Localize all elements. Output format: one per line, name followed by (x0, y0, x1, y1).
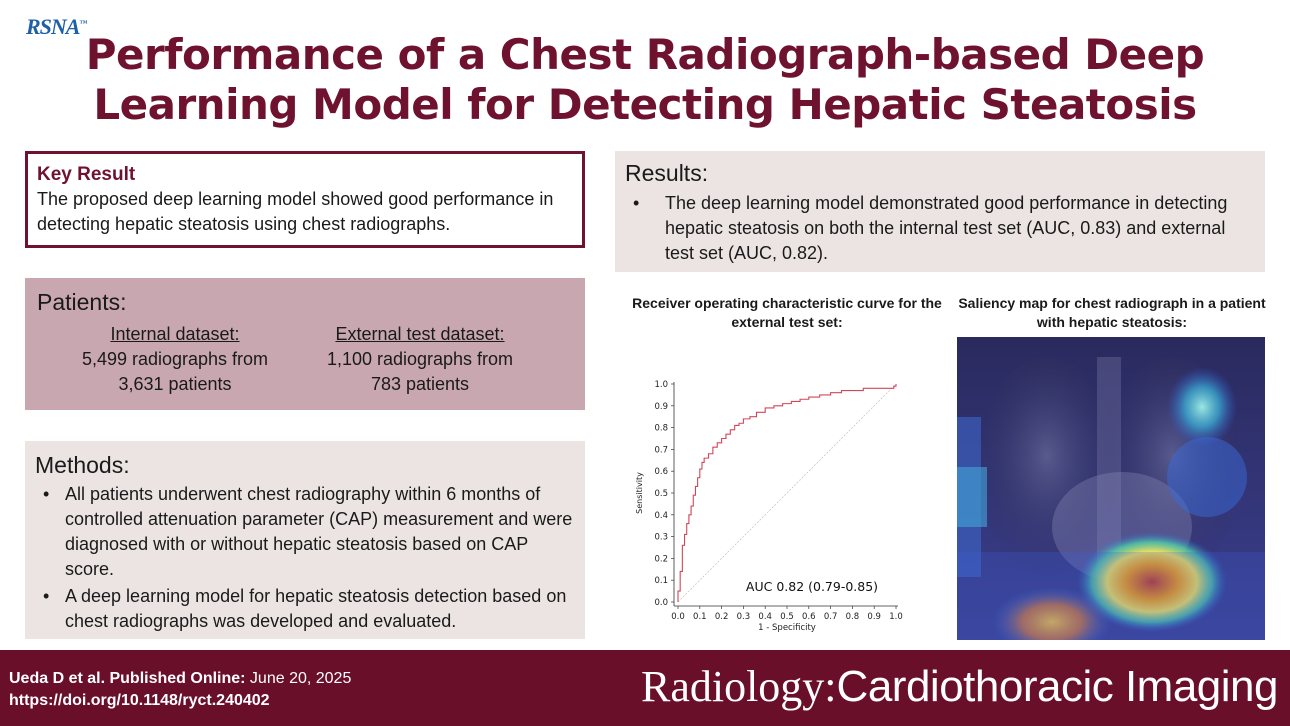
x-tick-label: 0.9 (867, 612, 881, 622)
patients-panel: Patients: Internal dataset: 5,499 radiog… (25, 278, 585, 410)
citation-date: June 20, 2025 (245, 670, 352, 687)
external-dataset-radiographs: 1,100 radiographs from (326, 349, 514, 369)
x-tick-label: 0.8 (846, 612, 860, 622)
auc-annotation: AUC 0.82 (0.79-0.85) (746, 579, 878, 594)
results-item: The deep learning model demonstrated goo… (625, 191, 1255, 266)
y-tick-label: 0.8 (654, 424, 668, 434)
x-axis-label: 1 - Specificity (758, 623, 816, 633)
citation: Ueda D et al. Published Online: June 20,… (9, 669, 351, 689)
external-dataset-label: External test dataset: (335, 324, 505, 344)
y-tick-label: 0.2 (654, 554, 668, 564)
rsna-logo-text: RSNA (26, 14, 80, 39)
methods-heading: Methods: (35, 452, 130, 478)
footer: Ueda D et al. Published Online: June 20,… (0, 650, 1290, 726)
roc-chart: 0.0 0.1 0.2 0.3 0.4 0.5 0.6 0.7 0.8 0.9 1.0 0.0 0.1 0… (635, 380, 903, 633)
citation-author: Ueda D et al. Published Online: (9, 670, 246, 687)
x-tick-label: 0.3 (737, 612, 751, 622)
roc-curve-line (677, 384, 897, 602)
x-tick-label: 0.1 (693, 612, 707, 622)
y-tick-label: 0.6 (654, 467, 668, 477)
x-tick-label: 0.2 (715, 612, 729, 622)
y-tick-label: 0.9 (654, 402, 668, 412)
x-tick-label: 0.6 (802, 612, 816, 622)
roc-caption: Receiver operating characteristic curve … (632, 295, 942, 330)
journal-brand: Radiology:Cardiothoracic Imaging (640, 658, 1279, 716)
internal-dataset-radiographs: 5,499 radiographs from (81, 349, 269, 369)
y-tick-label: 0.5 (654, 489, 668, 499)
internal-dataset-label: Internal dataset: (110, 324, 240, 344)
x-tick-label: 0.4 (758, 612, 772, 622)
key-result-heading: Key Result (37, 164, 136, 185)
x-tick-label: 1.0 (889, 612, 903, 622)
x-tick-label: 0.0 (671, 612, 685, 622)
y-tick-label: 0.1 (654, 576, 668, 586)
methods-list: All patients underwent chest radiography… (35, 482, 575, 634)
y-tick-label: 0.0 (654, 598, 668, 608)
internal-dataset-patients: 3,631 patients (118, 374, 232, 394)
key-result-text: The proposed deep learning model showed … (37, 189, 554, 234)
results-list: The deep learning model demonstrated goo… (625, 191, 1255, 266)
internal-dataset: Internal dataset: 5,499 radiographs from… (55, 322, 295, 397)
x-tick-label: 0.7 (824, 612, 838, 622)
methods-item: A deep learning model for hepatic steato… (35, 584, 575, 634)
x-tick-label: 0.5 (780, 612, 794, 622)
journal-brand-radiology: Radiology: (640, 662, 837, 711)
patients-heading: Patients: (37, 289, 127, 315)
results-panel: Results: The deep learning model demonst… (615, 151, 1265, 272)
y-tick-label: 0.3 (654, 533, 668, 543)
results-heading: Results: (625, 160, 709, 186)
y-tick-label: 0.7 (654, 445, 668, 455)
chance-diagonal-line (677, 383, 897, 603)
methods-panel: Methods: All patients underwent chest ra… (25, 441, 585, 639)
external-dataset-patients: 783 patients (370, 374, 470, 394)
saliency-caption: Saliency map for chest radiograph in a p… (958, 295, 1266, 330)
page-title: Performance of a Chest Radiograph-based … (85, 30, 1205, 129)
key-result-box: Key Result The proposed deep learning mo… (25, 151, 585, 248)
rsna-logo: RSNA™ (26, 14, 87, 39)
saliency-map-image (957, 337, 1265, 640)
y-tick-label: 0.4 (654, 511, 668, 521)
external-dataset: External test dataset: 1,100 radiographs… (300, 322, 540, 397)
journal-brand-subtitle: Cardiothoracic Imaging (836, 662, 1279, 711)
methods-item: All patients underwent chest radiography… (35, 482, 575, 582)
y-tick-label: 1.0 (654, 380, 668, 390)
saliency-map-graphic (957, 337, 1265, 640)
y-axis-label: Sensitivity (635, 472, 644, 514)
doi-link[interactable]: https://doi.org/10.1148/ryct.240402 (9, 692, 270, 709)
